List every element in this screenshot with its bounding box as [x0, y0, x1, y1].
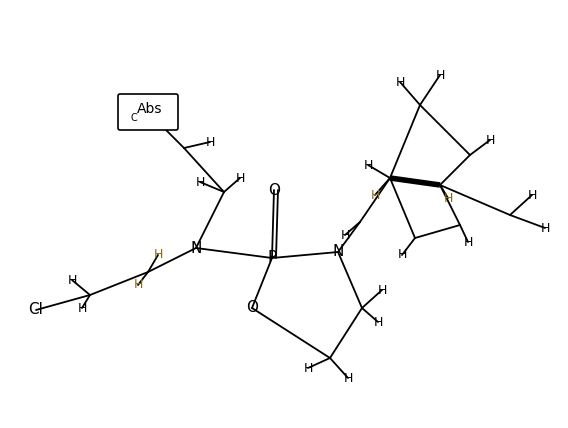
FancyBboxPatch shape	[118, 94, 178, 130]
Text: C: C	[131, 113, 137, 123]
Text: H: H	[370, 188, 379, 202]
Text: H: H	[343, 372, 353, 384]
Text: H: H	[527, 188, 537, 202]
Text: H: H	[195, 175, 204, 188]
Text: H: H	[205, 136, 215, 149]
Text: H: H	[303, 362, 313, 374]
Text: H: H	[435, 68, 445, 81]
Text: O: O	[246, 300, 258, 315]
Text: N: N	[190, 241, 202, 256]
Text: O: O	[268, 182, 280, 197]
Text: H: H	[340, 229, 350, 241]
Text: H: H	[443, 191, 453, 205]
Text: H: H	[395, 75, 404, 89]
Text: H: H	[540, 222, 550, 235]
Text: P: P	[268, 250, 277, 265]
Text: H: H	[153, 249, 162, 262]
Text: H: H	[485, 134, 495, 146]
Text: H: H	[463, 235, 473, 249]
Text: H: H	[364, 158, 373, 172]
Text: H: H	[373, 315, 383, 329]
Text: H: H	[397, 249, 407, 262]
Text: H: H	[235, 172, 245, 184]
Text: Abs: Abs	[137, 102, 163, 116]
Text: Cl: Cl	[28, 303, 43, 318]
Text: N: N	[332, 244, 344, 259]
Text: H: H	[377, 283, 387, 297]
Text: H: H	[133, 279, 143, 291]
Text: H: H	[68, 273, 77, 286]
Text: H: H	[77, 301, 87, 315]
